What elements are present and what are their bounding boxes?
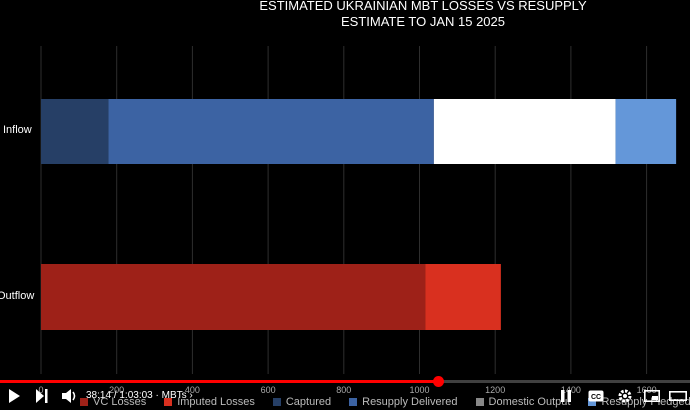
time-total: 1:03:03: [119, 390, 153, 401]
category-label-inflow: Inflow: [3, 124, 32, 136]
next-button[interactable]: [34, 387, 50, 405]
play-button[interactable]: [6, 387, 22, 405]
theater-mode-button[interactable]: [668, 387, 688, 405]
legend-item-domestic-output: Domestic Output: [475, 396, 570, 408]
svg-text:CC: CC: [591, 394, 601, 401]
legend-item-resupply-pledged: Resupply Pledged: [588, 396, 690, 408]
seek-handle[interactable]: [433, 376, 445, 387]
pause-icon: [561, 390, 571, 402]
chart-title: ESTIMATED UKRAINIAN MBT LOSSES VS RESUPP…: [259, 0, 587, 13]
seek-bar[interactable]: [0, 376, 690, 387]
bar-segment-vc-losses-outflow: [41, 264, 426, 330]
bar-segment-resupply-pledged-inflow: [615, 99, 677, 164]
settings-icon: [618, 389, 632, 403]
legend-item-imputed-losses: Imputed Losses: [164, 396, 255, 408]
x-tick-label: 600: [261, 385, 276, 395]
time-current: 38:14: [86, 390, 112, 401]
theater-icon: [669, 391, 687, 401]
miniplayer-icon: [644, 390, 660, 402]
legend-item-resupply-delivered: Resupply Delivered: [349, 396, 458, 408]
bar-segment-captured-inflow: [41, 99, 109, 164]
x-tick-label: 0: [38, 385, 43, 395]
legend-item-vc-losses: VC Losses: [80, 396, 146, 408]
x-tick-label: 1200: [485, 385, 505, 395]
legend-item-captured: Captured: [272, 396, 331, 408]
volume-icon: [62, 389, 76, 403]
chart-legend: VC Losses Imputed Losses Captured Resupp…: [80, 396, 690, 408]
x-tick-label: 400: [185, 385, 200, 395]
chevron-right-icon[interactable]: ›: [189, 390, 193, 401]
bar-segment-resupply-delivered-inflow: [108, 99, 434, 164]
x-tick-label: 1000: [409, 385, 429, 395]
settings-button[interactable]: [616, 387, 634, 405]
bar-segment-domestic-output-inflow: [433, 99, 616, 164]
next-icon: [36, 389, 48, 403]
play-icon: [9, 389, 20, 403]
volume-button[interactable]: [60, 387, 80, 405]
chapter-title[interactable]: MBTs: [161, 390, 187, 401]
time-display: 38:14 / 1:03:03 · MBTs ›: [86, 390, 193, 401]
bar-segment-imputed-losses-outflow: [425, 264, 501, 330]
miniplayer-button[interactable]: [643, 387, 661, 405]
category-label-outflow: Outflow: [0, 290, 35, 302]
chart-subtitle: ESTIMATE TO JAN 15 2025: [340, 14, 505, 29]
x-tick-label: 800: [336, 385, 351, 395]
subtitles-icon: CC: [588, 390, 604, 402]
pause-toggle-button[interactable]: [558, 387, 574, 405]
x-tick-label: 200: [109, 385, 124, 395]
seek-bar-played: [0, 380, 439, 383]
subtitles-button[interactable]: CC: [587, 387, 605, 405]
